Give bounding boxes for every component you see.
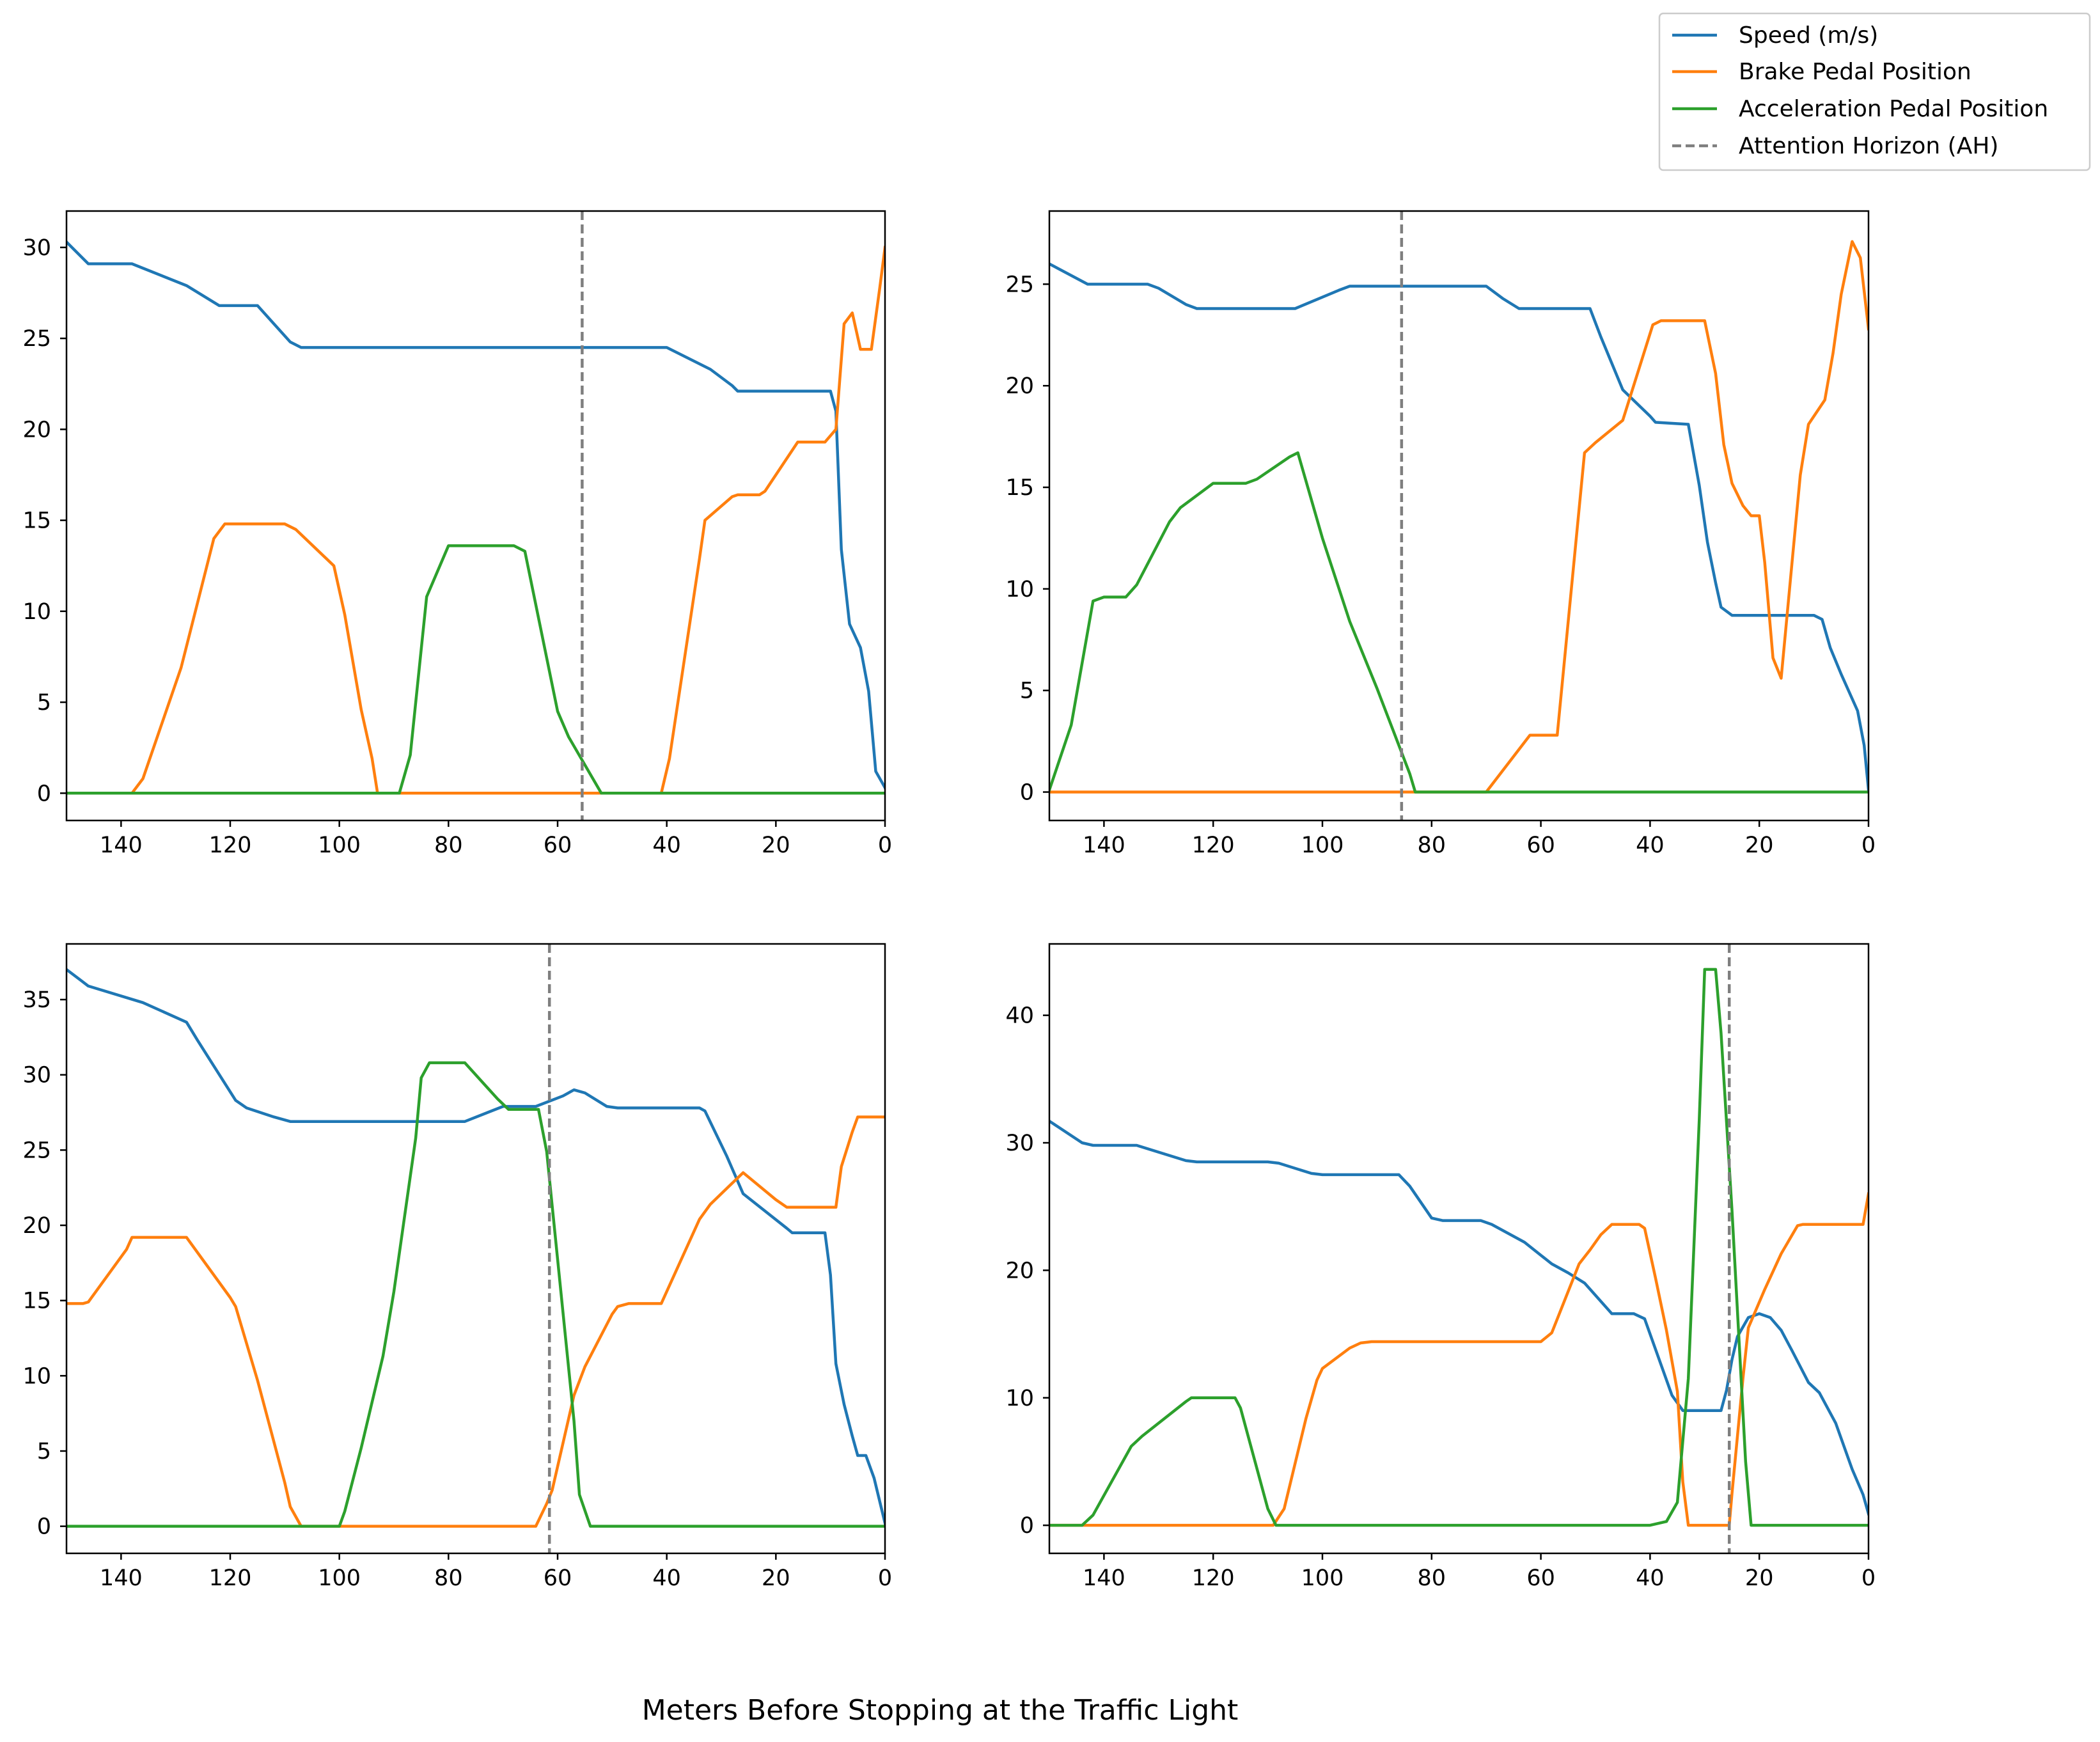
y-tick-label: 10: [22, 1363, 51, 1389]
acceleration-line: [1049, 451, 1869, 794]
x-tick-label: 100: [318, 833, 361, 858]
x-tick-label: 60: [1526, 1565, 1555, 1591]
plot-area: [67, 944, 885, 1553]
x-tick-label: 40: [1636, 833, 1665, 858]
y-tick-label: 20: [1005, 373, 1034, 399]
axes-frame: [1048, 943, 1870, 1555]
figure-xlabel: Meters Before Stopping at the Traffic Li…: [642, 1694, 1239, 1727]
plot-area: [1049, 211, 1869, 820]
x-tick-label: 80: [1418, 833, 1446, 858]
y-tick-label: 40: [1005, 1003, 1034, 1029]
y-tick-label: 30: [22, 1063, 51, 1088]
x-tick-label: 40: [652, 1565, 681, 1591]
acceleration-line: [1049, 968, 1869, 1527]
x-tick-label: 100: [1301, 833, 1344, 858]
x-tick-label: 120: [1192, 833, 1235, 858]
y-tick-label: 15: [22, 508, 51, 534]
x-tick-label: 140: [100, 1565, 143, 1591]
x-tick-label: 80: [434, 833, 463, 858]
y-tick-label: 15: [22, 1289, 51, 1314]
y-tick-label: 0: [1020, 1513, 1034, 1539]
y-tick-label: 20: [22, 417, 51, 443]
x-tick-label: 40: [1636, 1565, 1665, 1591]
speed-line: [1049, 262, 1869, 792]
y-tick-label: 30: [22, 235, 51, 261]
x-tick-label: 100: [1301, 1565, 1344, 1591]
legend-frame: [1658, 12, 2091, 171]
x-tick-label: 0: [878, 833, 892, 858]
speed-line: [67, 240, 885, 790]
y-tick-label: 25: [22, 1138, 51, 1163]
y-tick-label: 5: [37, 690, 51, 716]
x-tick-label: 120: [209, 1565, 252, 1591]
x-tick-label: 20: [762, 1565, 790, 1591]
legend-label-attention-horizon: Attention Horizon (AH): [1739, 133, 1998, 159]
panel-top-left: 140 120 100 80 60 40 20 0 0 5 10 15 20 25 30: [22, 210, 892, 858]
brake-line: [67, 246, 885, 795]
y-tick-label: 20: [1005, 1258, 1034, 1283]
x-tick-label: 100: [318, 1565, 361, 1591]
x-tick-label: 60: [1526, 833, 1555, 858]
axes-frame: [65, 210, 886, 822]
x-tick-label: 80: [434, 1565, 463, 1591]
x-tick-label: 0: [1861, 833, 1876, 858]
brake-line: [1049, 1192, 1869, 1527]
brake-line: [67, 1115, 885, 1528]
x-tick-label: 0: [1861, 1565, 1876, 1591]
axes-frame: [1048, 210, 1870, 822]
x-tick-label: 20: [1745, 833, 1774, 858]
y-tick-label: 30: [1005, 1131, 1034, 1156]
axes-frame: [65, 943, 886, 1555]
brake-line: [1049, 240, 1869, 794]
acceleration-line: [67, 1061, 885, 1528]
x-tick-label: 140: [100, 833, 143, 858]
legend: Speed (m/s) Brake Pedal Position Acceler…: [1658, 12, 2091, 171]
panel-bottom-left: 140 120 100 80 60 40 20 0 0 5 10 15 20 25 30 35: [22, 943, 892, 1591]
legend-label-acceleration: Acceleration Pedal Position: [1739, 96, 2048, 122]
speed-line: [1049, 1119, 1869, 1516]
y-tick-label: 10: [22, 599, 51, 625]
x-tick-label: 80: [1418, 1565, 1446, 1591]
x-tick-label: 140: [1083, 1565, 1125, 1591]
panel-bottom-right: 140 120 100 80 60 40 20 0 0 10 20 30 40: [1005, 943, 1876, 1591]
acceleration-line: [67, 544, 885, 795]
speed-line: [67, 968, 885, 1525]
y-tick-label: 20: [22, 1213, 51, 1239]
x-tick-label: 120: [1192, 1565, 1235, 1591]
y-tick-label: 25: [22, 326, 51, 352]
plot-area: [67, 211, 885, 820]
y-tick-label: 5: [37, 1439, 51, 1464]
plot-area: [1049, 944, 1869, 1553]
x-tick-label: 140: [1083, 833, 1125, 858]
y-tick-label: 0: [1020, 780, 1034, 806]
legend-label-brake: Brake Pedal Position: [1739, 59, 1971, 85]
y-tick-label: 0: [37, 1514, 51, 1540]
panel-top-right: 140 120 100 80 60 40 20 0 0 5 10 15 20 25: [1005, 210, 1876, 858]
x-tick-label: 120: [209, 833, 252, 858]
y-tick-label: 35: [22, 987, 51, 1013]
y-tick-label: 10: [1005, 577, 1034, 602]
x-tick-label: 0: [878, 1565, 892, 1591]
x-tick-label: 60: [544, 1565, 572, 1591]
y-tick-label: 10: [1005, 1386, 1034, 1411]
y-tick-label: 0: [37, 781, 51, 806]
y-tick-label: 15: [1005, 475, 1034, 501]
x-tick-label: 20: [1745, 1565, 1774, 1591]
x-tick-label: 60: [544, 833, 572, 858]
legend-label-speed: Speed (m/s): [1739, 22, 1878, 49]
y-tick-label: 5: [1020, 679, 1034, 704]
y-tick-label: 25: [1005, 272, 1034, 297]
x-tick-label: 40: [652, 833, 681, 858]
x-tick-label: 20: [762, 833, 790, 858]
